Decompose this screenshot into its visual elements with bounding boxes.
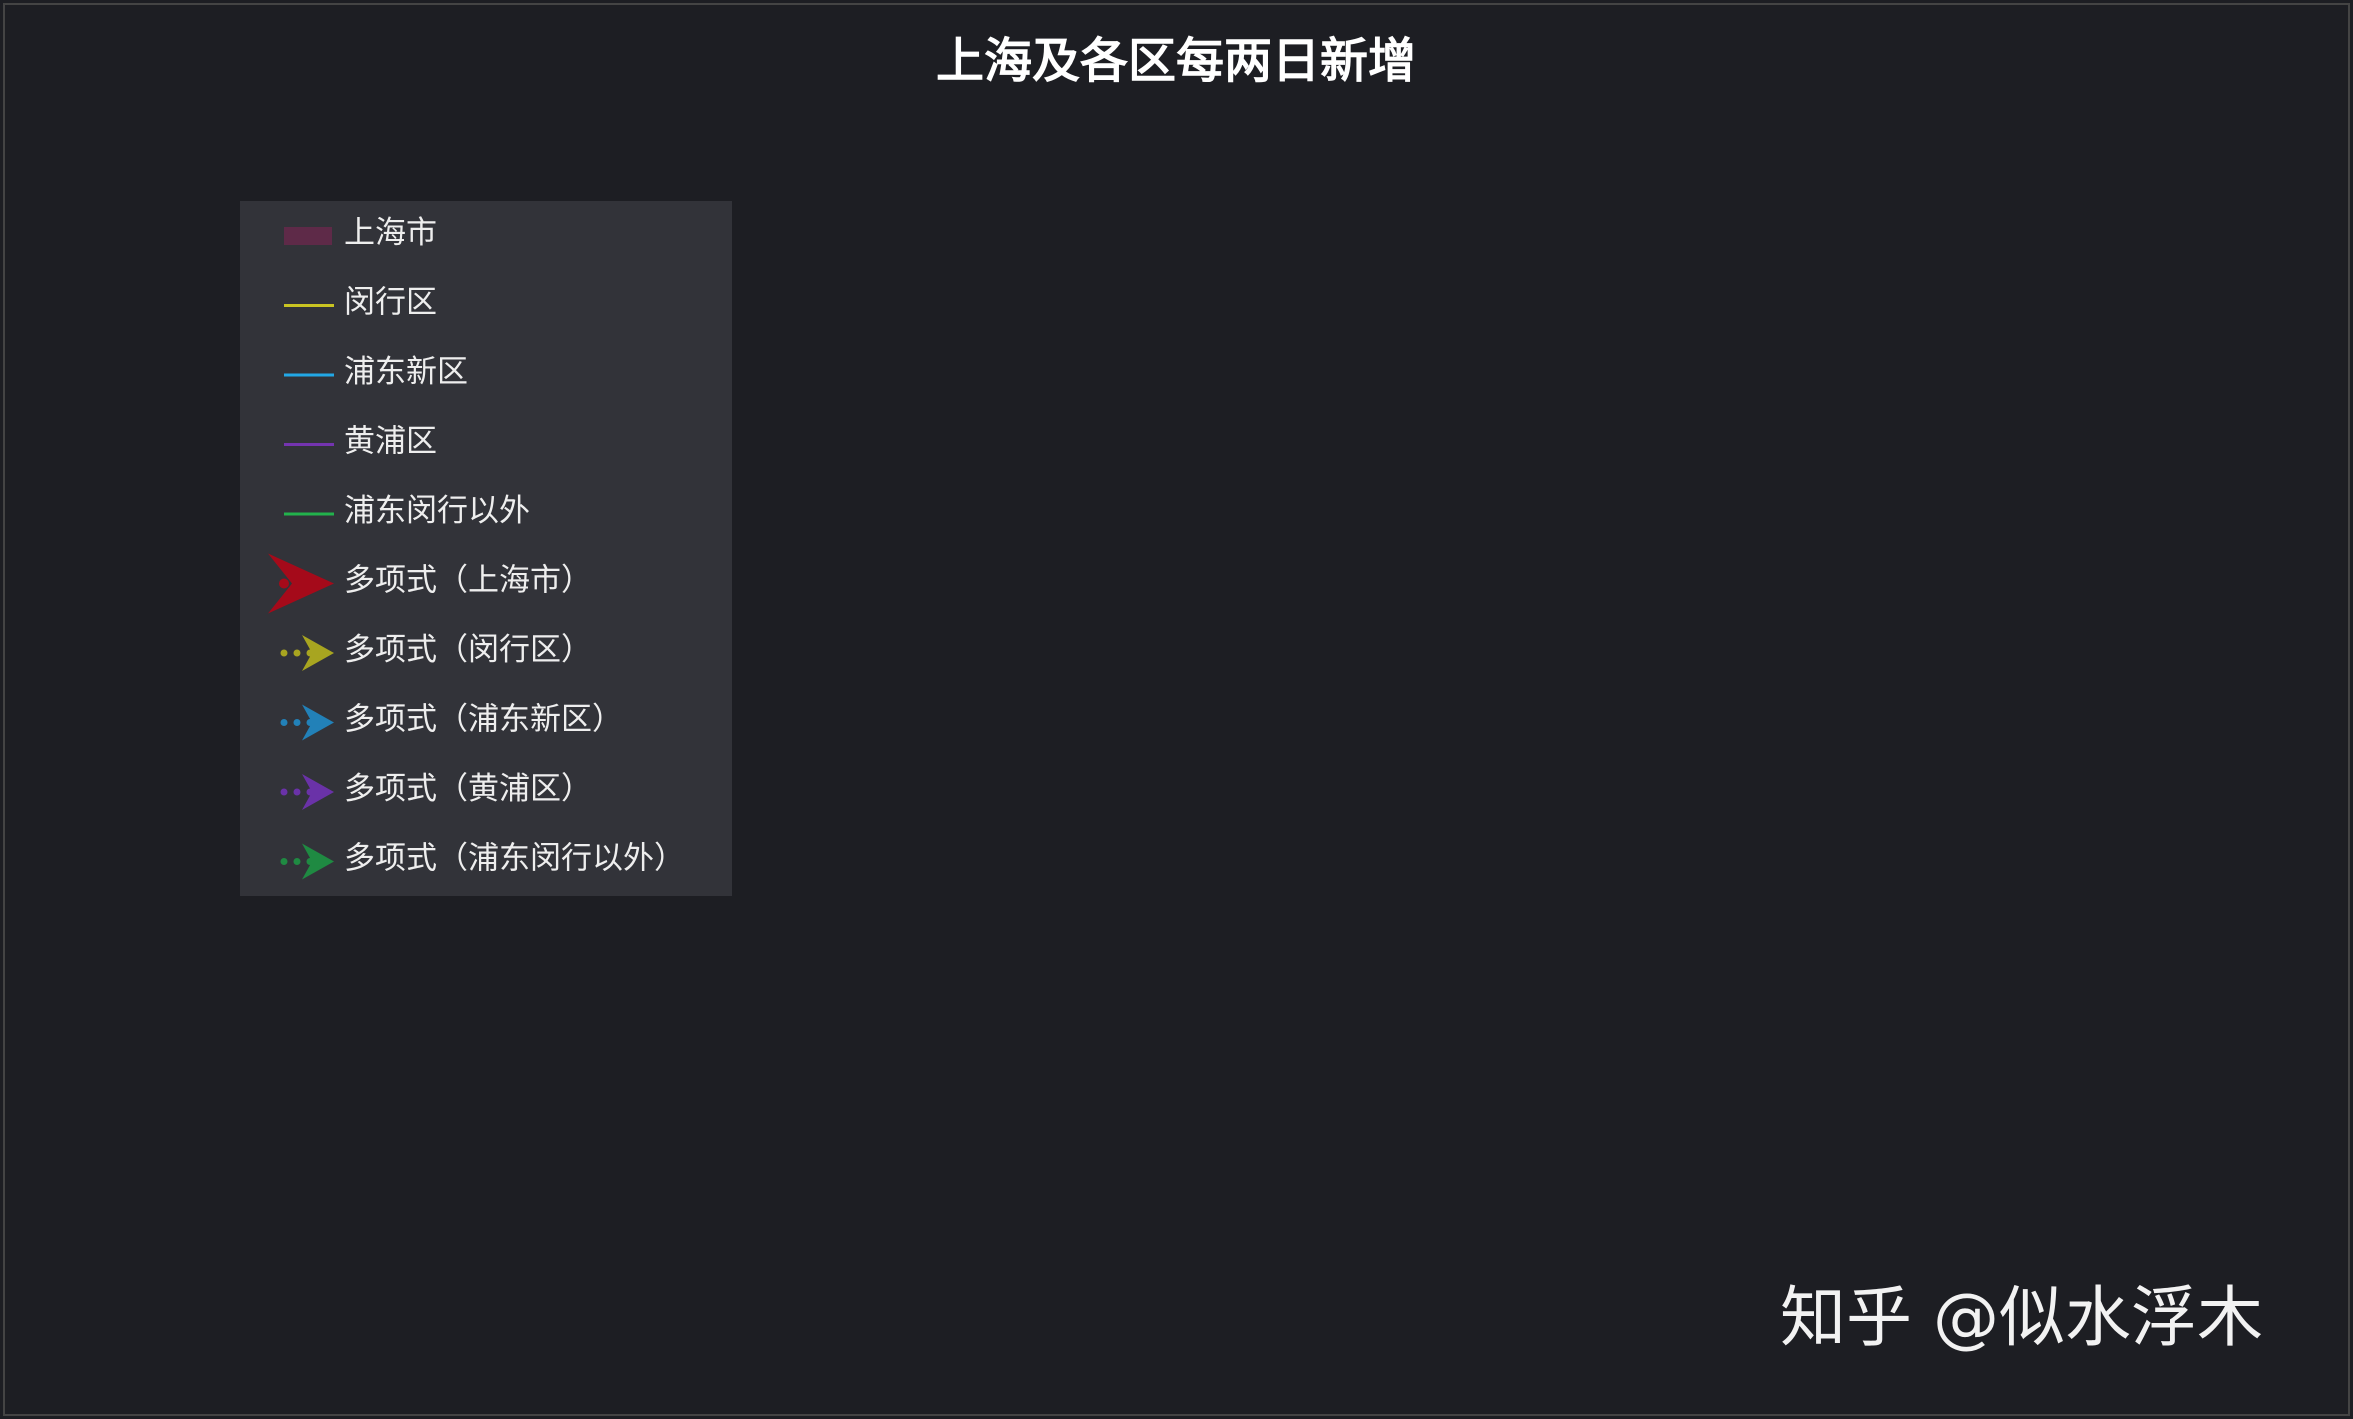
legend-box [240,201,732,896]
legend-arrow [302,774,334,810]
legend-label: 多项式（上海市） [344,563,592,598]
legend-label: 浦东新区 [344,354,468,389]
legend-arrow [302,635,334,671]
legend-label: 多项式（浦东闵行以外） [344,841,685,876]
chart-title: 上海及各区每两日新增 [936,33,1416,89]
legend-arrow [302,704,334,741]
frame [3,3,2350,1416]
legend-arrow [268,553,334,614]
legend-swatch [284,227,332,245]
watermark: 知乎 @似水浮木 [1780,1279,2263,1356]
legend-label: 浦东闵行以外 [344,493,530,528]
legend-label: 多项式（浦东新区） [344,702,623,737]
legend-label: 黄浦区 [344,424,437,459]
legend-label: 上海市 [344,215,437,250]
legend-label: 多项式（黄浦区） [344,771,592,806]
legend-arrow [302,843,334,880]
legend-label: 多项式（闵行区） [344,632,592,667]
legend-label: 闵行区 [344,285,437,320]
